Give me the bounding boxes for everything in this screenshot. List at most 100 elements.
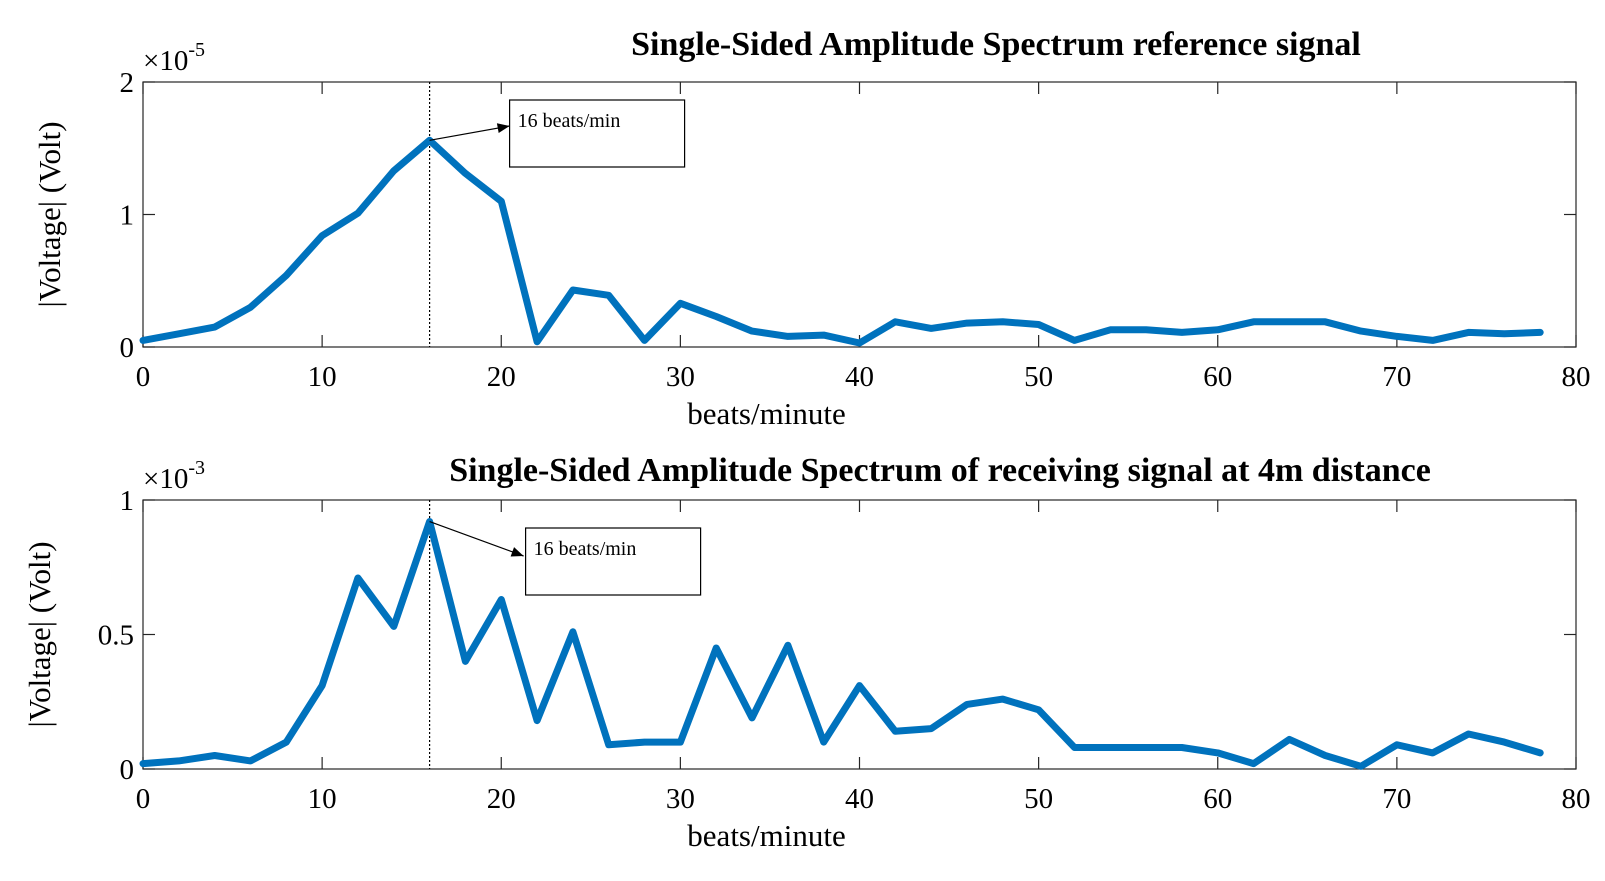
x-axis-label: beats/minute bbox=[687, 396, 845, 431]
data-point bbox=[606, 293, 611, 298]
annotation-arrowhead bbox=[510, 547, 524, 557]
annotation-text: 16 beats/min bbox=[534, 538, 637, 560]
data-point bbox=[750, 329, 755, 334]
y-multiplier: ×10-3 bbox=[143, 457, 205, 495]
x-tick-label: 40 bbox=[845, 783, 874, 815]
data-point bbox=[1000, 319, 1005, 324]
series-line bbox=[139, 518, 1544, 770]
data-point bbox=[857, 683, 862, 688]
data-point bbox=[284, 273, 289, 278]
x-tick-label: 50 bbox=[1024, 783, 1053, 815]
data-point bbox=[1466, 330, 1471, 335]
data-point bbox=[606, 742, 611, 747]
data-point bbox=[1538, 750, 1543, 755]
chart-title: Single-Sided Amplitude Spectrum of recei… bbox=[449, 452, 1431, 489]
data-point bbox=[1394, 742, 1399, 747]
data-point bbox=[463, 659, 468, 664]
data-point bbox=[821, 740, 826, 745]
y-tick-label: 0.5 bbox=[98, 620, 134, 652]
data-point bbox=[1394, 334, 1399, 339]
data-point bbox=[642, 338, 647, 343]
y-axis-label: |Voltage| (Volt) bbox=[22, 541, 57, 727]
data-point bbox=[141, 761, 145, 766]
data-point bbox=[391, 624, 396, 629]
x-tick-label: 30 bbox=[666, 783, 695, 815]
data-point bbox=[714, 314, 719, 319]
data-point bbox=[212, 753, 217, 758]
data-point bbox=[535, 339, 540, 344]
y-tick-label: 2 bbox=[120, 67, 135, 99]
x-tick-label: 60 bbox=[1203, 361, 1232, 393]
data-point bbox=[785, 643, 790, 648]
data-point bbox=[1359, 329, 1364, 334]
plot-frame bbox=[142, 499, 1577, 770]
data-point bbox=[1036, 322, 1041, 327]
data-point bbox=[1144, 327, 1149, 332]
chart-title: Single-Sided Amplitude Spectrum referenc… bbox=[631, 26, 1361, 63]
x-tick-label: 50 bbox=[1024, 361, 1053, 393]
data-point bbox=[893, 729, 898, 734]
data-point bbox=[1502, 740, 1507, 745]
data-point bbox=[1287, 737, 1292, 742]
x-tick-label: 70 bbox=[1382, 361, 1411, 393]
data-point bbox=[212, 325, 217, 330]
chart-2: Single-Sided Amplitude Spectrum of recei… bbox=[22, 452, 1591, 853]
x-axis-label: beats/minute bbox=[687, 818, 845, 853]
x-tick-label: 70 bbox=[1382, 783, 1411, 815]
data-point bbox=[355, 576, 360, 581]
data-point bbox=[1072, 745, 1077, 750]
data-point bbox=[499, 597, 504, 602]
y-axis-label: |Voltage| (Volt) bbox=[32, 121, 67, 307]
data-point bbox=[1179, 745, 1184, 750]
data-point bbox=[1538, 330, 1543, 335]
data-point bbox=[678, 301, 683, 306]
data-point bbox=[1287, 319, 1292, 324]
data-point bbox=[929, 726, 934, 731]
annotation-box bbox=[509, 99, 686, 168]
data-point bbox=[750, 715, 755, 720]
x-tick-label: 20 bbox=[487, 361, 516, 393]
data-point bbox=[1179, 330, 1184, 335]
x-tick-label: 10 bbox=[308, 783, 337, 815]
data-point bbox=[1000, 697, 1005, 702]
data-point bbox=[1215, 750, 1220, 755]
chart-1: Single-Sided Amplitude Spectrum referenc… bbox=[32, 26, 1591, 431]
x-tick-label: 10 bbox=[308, 361, 337, 393]
data-point bbox=[284, 740, 289, 745]
y-tick-label: 1 bbox=[120, 200, 135, 232]
data-point bbox=[1072, 338, 1077, 343]
x-tick-label: 80 bbox=[1562, 783, 1591, 815]
x-tick-label: 80 bbox=[1562, 361, 1591, 393]
x-tick-label: 0 bbox=[136, 361, 151, 393]
y-tick-label: 0 bbox=[120, 754, 135, 786]
data-point bbox=[714, 645, 719, 650]
x-tick-label: 20 bbox=[487, 783, 516, 815]
y-tick-label: 1 bbox=[120, 485, 135, 517]
data-point bbox=[964, 321, 969, 326]
data-point bbox=[176, 331, 181, 336]
data-point bbox=[141, 338, 145, 343]
data-point bbox=[463, 171, 468, 176]
data-point bbox=[1108, 327, 1113, 332]
x-tick-label: 0 bbox=[136, 783, 151, 815]
data-point bbox=[1502, 331, 1507, 336]
data-point bbox=[678, 740, 683, 745]
data-point bbox=[535, 718, 540, 723]
x-tick-label: 30 bbox=[666, 361, 695, 393]
data-point bbox=[1108, 745, 1113, 750]
data-point bbox=[248, 758, 253, 763]
y-tick-label: 0 bbox=[120, 332, 135, 364]
x-tick-label: 60 bbox=[1203, 783, 1232, 815]
series-line bbox=[139, 136, 1544, 347]
data-point bbox=[355, 211, 360, 216]
data-point bbox=[570, 629, 575, 634]
data-point bbox=[1430, 338, 1435, 343]
data-point bbox=[1466, 732, 1471, 737]
annotation-box bbox=[524, 527, 702, 596]
data-point bbox=[642, 740, 647, 745]
data-point bbox=[964, 702, 969, 707]
data-point bbox=[570, 288, 575, 293]
data-point bbox=[1036, 707, 1041, 712]
annotation-arrow bbox=[429, 125, 510, 141]
